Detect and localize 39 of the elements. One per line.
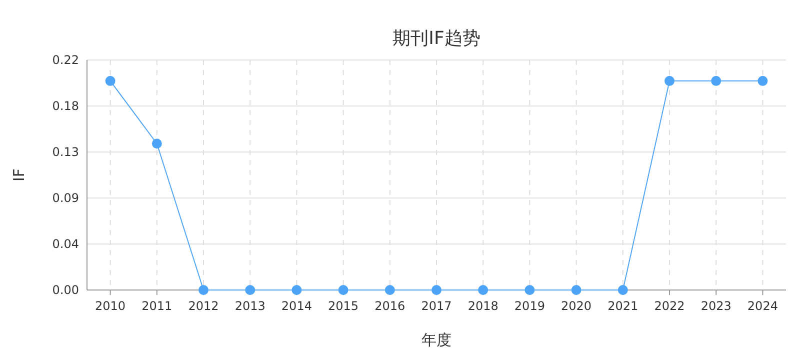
x-tick-label: 2015 [328,299,359,313]
y-tick-label: 0.22 [52,53,79,67]
x-tick-label: 2012 [188,299,219,313]
point [618,285,628,295]
x-tick-label: 2014 [281,299,312,313]
x-tick-label: 2017 [421,299,452,313]
point [338,285,348,295]
x-tick-label: 2019 [514,299,545,313]
x-tick-label: 2023 [700,299,732,313]
x-tick-label: 2011 [142,299,172,313]
point [292,285,302,295]
point [478,285,488,295]
x-tick-label: 2016 [374,299,406,313]
point [758,76,768,86]
y-axis-title: IF [10,168,28,182]
point [384,285,395,295]
x-axis-title: 年度 [422,331,452,349]
x-tick-label: 2013 [234,299,266,313]
point [105,76,116,86]
x-tick-label: 2022 [654,299,685,313]
point [152,138,162,149]
x-tick-label: 2010 [95,299,126,313]
y-tick-label: 0.13 [52,145,79,159]
x-tick-label: 2018 [468,299,498,313]
y-tick-label: 0.00 [52,283,79,297]
point [664,76,674,86]
x-tick-label: 2021 [608,299,638,313]
point [432,285,442,295]
point [711,76,722,86]
point [198,285,208,295]
chart-title: 期刊IF趋势 [392,28,480,49]
x-tick-label: 2024 [747,299,778,313]
point [524,285,535,295]
y-tick-label: 0.18 [52,99,79,113]
x-tick-label: 2020 [561,299,592,313]
point [571,285,582,295]
y-tick-label: 0.09 [52,191,79,205]
y-tick-label: 0.04 [52,237,79,251]
point [245,285,256,295]
